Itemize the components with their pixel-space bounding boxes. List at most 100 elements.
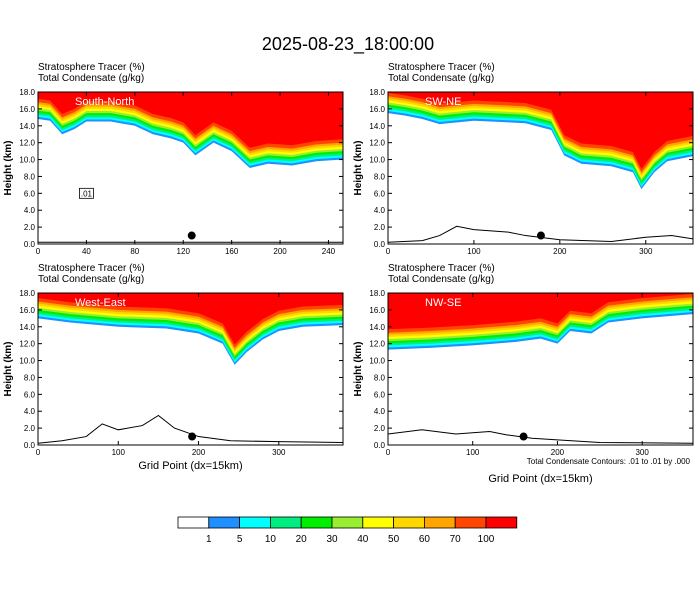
y-tick-label: 0.0	[374, 240, 386, 249]
location-marker	[519, 432, 528, 441]
location-marker	[188, 432, 197, 441]
y-tick-label: 6.0	[24, 189, 36, 198]
figure-title: 2025-08-23_18:00:00	[262, 34, 434, 55]
contour-label: .01	[81, 189, 93, 198]
x-tick-label: 200	[192, 448, 206, 457]
y-tick-label: 6.0	[374, 189, 386, 198]
y-axis-label: Height (km)	[3, 141, 14, 196]
section-label: West-East	[75, 297, 126, 309]
x-tick-label: 100	[466, 448, 480, 457]
panel-header-line2: Total Condensate (g/kg)	[38, 274, 144, 285]
panel-1: Stratosphere Tracer (%)Total Condensate …	[3, 62, 344, 256]
tracer-band-10	[388, 293, 693, 330]
colorbar-swatch	[362, 516, 394, 529]
x-tick-label: 0	[36, 247, 41, 256]
y-axis-label: Height (km)	[353, 141, 364, 196]
colorbar: 1 5 10 20 30 40 50 60 70 100	[177, 516, 518, 545]
colorbar-label: 1	[206, 534, 212, 545]
location-marker	[536, 231, 545, 240]
y-tick-label: 6.0	[374, 390, 386, 399]
colorbar-label: 10	[265, 534, 277, 545]
colorbar-label: 100	[478, 534, 495, 545]
plot-frame	[387, 91, 694, 245]
y-tick-label: 14.0	[19, 122, 35, 131]
x-tick-label: 0	[386, 448, 391, 457]
x-tick-label: 40	[82, 247, 91, 256]
y-tick-label: 8.0	[24, 172, 36, 181]
y-tick-label: 14.0	[369, 122, 385, 131]
y-tick-label: 12.0	[369, 139, 385, 148]
y-tick-label: 10.0	[369, 357, 385, 366]
colorbar-label: 20	[296, 534, 308, 545]
y-tick-label: 18.0	[19, 289, 35, 298]
colorbar-swatch	[300, 516, 333, 529]
y-tick-label: 0.0	[24, 240, 36, 249]
panel-4: Stratosphere Tracer (%)Total Condensate …	[353, 263, 694, 485]
section-label: NW-SE	[425, 297, 461, 309]
x-tick-label: 100	[467, 247, 481, 256]
colorbar-label: 40	[357, 534, 369, 545]
tracer-band-10	[38, 293, 343, 345]
x-tick-label: 160	[225, 247, 239, 256]
plot-area	[38, 293, 343, 445]
colorbar-swatch	[177, 516, 210, 529]
x-tick-label: 120	[177, 247, 191, 256]
x-tick-label: 200	[551, 448, 565, 457]
colorbar-swatch	[485, 516, 518, 529]
panel-3: Stratosphere Tracer (%)Total Condensate …	[3, 263, 344, 472]
terrain-line	[388, 429, 693, 444]
colorbar-label: 30	[326, 534, 338, 545]
y-tick-label: 10.0	[369, 156, 385, 165]
colorbar-swatch	[331, 516, 364, 529]
y-tick-label: 4.0	[374, 407, 386, 416]
tracer-band-10	[38, 92, 343, 148]
plot-frame	[387, 292, 694, 446]
colorbar-swatch	[269, 516, 302, 529]
colorbar-swatch	[208, 516, 241, 529]
x-tick-label: 0	[386, 247, 391, 256]
colorbar-label: 70	[450, 534, 462, 545]
colorbar-label: 60	[419, 534, 431, 545]
y-tick-label: 8.0	[374, 172, 386, 181]
plot-area	[388, 293, 693, 445]
y-tick-label: 18.0	[369, 88, 385, 97]
x-tick-label: 200	[273, 247, 287, 256]
y-tick-label: 4.0	[374, 206, 386, 215]
y-tick-label: 14.0	[19, 323, 35, 332]
section-label: South-North	[75, 96, 134, 108]
y-tick-label: 16.0	[369, 105, 385, 114]
y-tick-label: 4.0	[24, 407, 36, 416]
y-tick-label: 10.0	[19, 357, 35, 366]
panel-header-line2: Total Condensate (g/kg)	[38, 73, 144, 84]
y-axis-label: Height (km)	[3, 342, 14, 397]
tracer-band-10	[388, 92, 693, 169]
panel-header-line1: Stratosphere Tracer (%)	[388, 62, 495, 73]
y-tick-label: 18.0	[369, 289, 385, 298]
y-tick-label: 2.0	[374, 424, 386, 433]
colorbar-swatch	[393, 516, 425, 529]
y-tick-label: 18.0	[19, 88, 35, 97]
y-tick-label: 14.0	[369, 323, 385, 332]
y-tick-label: 16.0	[369, 306, 385, 315]
panel-header-line2: Total Condensate (g/kg)	[388, 73, 494, 84]
terrain-line	[388, 225, 693, 243]
contour-note: Total Condensate Contours: .01 to .01 by…	[527, 457, 691, 466]
plot-frame	[37, 91, 344, 245]
x-tick-label: 300	[639, 247, 653, 256]
colorbar-swatch	[423, 516, 456, 529]
x-axis-label: Grid Point (dx=15km)	[138, 460, 242, 472]
panel-header-line2: Total Condensate (g/kg)	[388, 274, 494, 285]
terrain-line	[38, 414, 343, 444]
colorbar-label: 5	[237, 534, 243, 545]
y-tick-label: 12.0	[19, 139, 35, 148]
y-tick-label: 0.0	[24, 441, 36, 450]
panel-header-line1: Stratosphere Tracer (%)	[38, 263, 145, 274]
x-tick-label: 300	[635, 448, 649, 457]
y-tick-label: 12.0	[369, 340, 385, 349]
plot-area: .01	[38, 92, 343, 244]
panel-header-line1: Stratosphere Tracer (%)	[388, 263, 495, 274]
x-tick-label: 0	[36, 448, 41, 457]
location-marker	[187, 231, 196, 240]
y-tick-label: 8.0	[24, 373, 36, 382]
